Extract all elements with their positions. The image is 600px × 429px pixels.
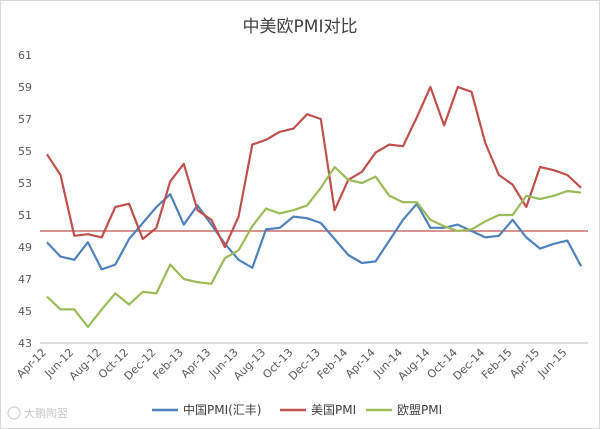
- y-tick-label: 51: [18, 209, 32, 222]
- legend-label: 欧盟PMI: [397, 403, 442, 417]
- y-tick-label: 55: [18, 145, 32, 158]
- y-tick-label: 59: [18, 81, 32, 94]
- legend-label: 中国PMI(汇丰): [183, 402, 262, 417]
- legend-us: 美国PMI: [280, 403, 356, 417]
- series-lines: [45, 85, 583, 329]
- legend-eu: 欧盟PMI: [366, 403, 442, 417]
- y-tick-label: 45: [18, 305, 32, 318]
- us-pmi-line: [45, 85, 582, 249]
- y-axis: 43 45 47 49 51 53 55 57 59 61: [18, 49, 32, 350]
- x-tick-label: Feb-14: [315, 346, 351, 382]
- x-tick-label: Apr-15: [507, 346, 542, 381]
- x-tick-label: Apr-14: [343, 346, 378, 381]
- x-tick-label: Feb-15: [479, 346, 515, 382]
- y-tick-label: 53: [18, 177, 32, 190]
- legend-china: 中国PMI(汇丰): [152, 402, 262, 417]
- x-tick-label: Jun-15: [535, 346, 570, 381]
- chart-title: 中美欧PMI对比: [243, 17, 358, 37]
- x-axis: Apr-12Jun-12Aug-12Oct-12Dec-12Feb-13Apr-…: [14, 342, 588, 383]
- x-tick-label: Apr-12: [14, 346, 49, 381]
- x-tick-label: Feb-13: [150, 346, 186, 382]
- y-tick-label: 61: [18, 49, 32, 62]
- eu-pmi-line: [46, 165, 582, 329]
- x-tick-label: Apr-13: [179, 346, 214, 381]
- watermark-text: 大鹏陶翌: [24, 406, 68, 420]
- legend-label: 美国PMI: [311, 403, 356, 417]
- y-tick-label: 57: [18, 113, 32, 126]
- watermark-icon: [7, 406, 21, 420]
- y-tick-label: 43: [18, 337, 32, 350]
- legend: 中国PMI(汇丰) 美国PMI 欧盟PMI: [152, 402, 442, 417]
- y-tick-label: 49: [18, 241, 32, 254]
- watermark: 大鹏陶翌: [7, 406, 68, 420]
- y-tick-label: 47: [18, 273, 32, 286]
- china-pmi-line: [46, 193, 583, 271]
